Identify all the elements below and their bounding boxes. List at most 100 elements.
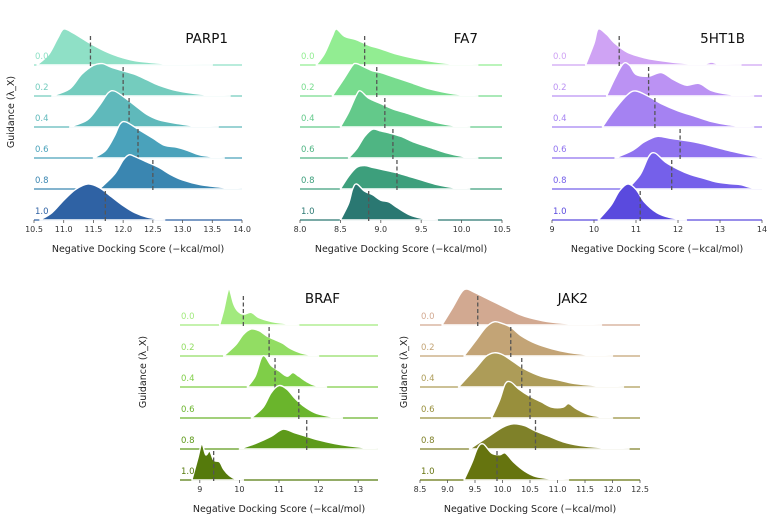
y-axis-label: Guidance (λ_X) bbox=[399, 336, 410, 408]
ridge-density bbox=[347, 128, 479, 159]
ridge-0-6: 0.6 bbox=[180, 384, 378, 419]
x-tick-label: 12.0 bbox=[604, 485, 622, 494]
guidance-label: 0.0 bbox=[35, 52, 49, 62]
ridge-density bbox=[250, 384, 344, 419]
guidance-label: 0.0 bbox=[301, 52, 315, 62]
guidance-label: 0.2 bbox=[421, 343, 435, 353]
ridge-density bbox=[614, 135, 763, 159]
ridge-density bbox=[463, 320, 614, 357]
x-tick-label: 12 bbox=[314, 485, 324, 494]
x-tick-label: 8.0 bbox=[294, 225, 307, 234]
ridge-0-8: 0.8 bbox=[300, 158, 502, 190]
ridge-0-4: 0.4 bbox=[34, 89, 242, 128]
x-tick-label: 14.0 bbox=[233, 225, 251, 234]
guidance-label: 0.8 bbox=[301, 176, 315, 186]
x-tick-label: 13.5 bbox=[203, 225, 221, 234]
ridge-density bbox=[339, 183, 439, 221]
ridge-0-8: 0.8 bbox=[420, 418, 640, 450]
ridge-0-4: 0.4 bbox=[552, 90, 762, 128]
ridge-density bbox=[457, 352, 625, 388]
x-axis-label: Negative Docking Score (−kcal/mol) bbox=[444, 504, 616, 515]
guidance-label: 0.6 bbox=[181, 405, 195, 415]
x-axis-label: Negative Docking Score (−kcal/mol) bbox=[315, 244, 487, 255]
guidance-label: 1.0 bbox=[421, 467, 435, 477]
guidance-label: 0.2 bbox=[553, 83, 567, 93]
ridge-0-6: 0.6 bbox=[420, 380, 640, 419]
guidance-label: 0.6 bbox=[553, 145, 567, 155]
x-tick-label: 9.5 bbox=[415, 225, 428, 234]
x-tick-label: 11.0 bbox=[55, 225, 73, 234]
ridge-density bbox=[490, 380, 614, 419]
x-tick-label: 8.5 bbox=[334, 225, 347, 234]
ridge-0-8: 0.8 bbox=[552, 151, 763, 190]
ridge-density bbox=[463, 443, 570, 481]
guidance-label: 0.4 bbox=[181, 374, 195, 384]
ridge-0-6: 0.6 bbox=[300, 127, 502, 159]
panel-jak2: 0.0 0.2 0.4 0.6 0.8 1.0 8.5 9.0 9.5 10.0 10.5 11.0 1… bbox=[399, 288, 649, 515]
x-tick-label: 8.5 bbox=[414, 485, 427, 494]
ridge-density bbox=[626, 151, 763, 190]
x-tick-label: 13 bbox=[353, 485, 363, 494]
guidance-label: 0.8 bbox=[35, 176, 49, 186]
guidance-label: 1.0 bbox=[301, 207, 315, 217]
ridge-density bbox=[92, 120, 225, 159]
guidance-label: 0.0 bbox=[421, 312, 435, 322]
ridge-0-2: 0.2 bbox=[300, 62, 502, 97]
ridge-density bbox=[218, 287, 300, 326]
guidance-label: 0.4 bbox=[553, 114, 567, 124]
guidance-label: 0.8 bbox=[553, 176, 567, 186]
ridge-0-4: 0.4 bbox=[300, 90, 502, 128]
x-tick-label: 9.0 bbox=[374, 225, 387, 234]
ridge-density bbox=[468, 423, 630, 450]
x-tick-label: 10.0 bbox=[453, 225, 471, 234]
panel-5ht1b: 0.0 0.2 0.4 0.6 0.8 1.0 9 10 11 12 13 14 Negative Do… bbox=[549, 28, 767, 255]
ridge-0-0: 0.0 bbox=[420, 288, 640, 326]
ridge-density bbox=[331, 62, 479, 97]
guidance-label: 0.8 bbox=[421, 436, 435, 446]
ridge-density bbox=[339, 90, 471, 128]
x-tick-label: 13 bbox=[715, 225, 725, 234]
ridge-density bbox=[605, 62, 755, 97]
panel-braf: 0.0 0.2 0.4 0.6 0.8 1.09 10 11 12 13 Negative Dock… bbox=[138, 287, 379, 515]
ridge-density bbox=[36, 28, 213, 66]
x-axis-label: Negative Docking Score (−kcal/mol) bbox=[571, 244, 743, 255]
guidance-label: 0.2 bbox=[35, 83, 49, 93]
ridge-0-8: 0.8 bbox=[34, 153, 243, 190]
ridge-1-0: 1.0 bbox=[34, 183, 242, 221]
x-tick-label: 10.5 bbox=[521, 485, 539, 494]
panel-parp1: 0.0 0.2 0.4 0.6 0.8 1.0 10.5 11.0 11.5 12.0 12.5 13… bbox=[6, 28, 251, 255]
x-tick-label: 12 bbox=[673, 225, 683, 234]
ridge-density bbox=[222, 328, 320, 357]
guidance-label: 0.4 bbox=[35, 114, 49, 124]
guidance-label: 0.2 bbox=[301, 83, 315, 93]
guidance-label: 0.6 bbox=[35, 145, 49, 155]
guidance-label: 1.0 bbox=[181, 467, 195, 477]
x-tick-label: 11 bbox=[274, 485, 284, 494]
guidance-label: 0.2 bbox=[181, 343, 195, 353]
ridge-1-0: 1.0 bbox=[420, 443, 640, 481]
x-tick-label: 11.5 bbox=[576, 485, 594, 494]
x-tick-label: 9.5 bbox=[469, 485, 482, 494]
x-tick-label: 10.5 bbox=[25, 225, 43, 234]
x-tick-label: 10.5 bbox=[493, 225, 511, 234]
ridge-density bbox=[98, 153, 243, 190]
ridge-0-0: 0.0 bbox=[180, 287, 378, 326]
ridge-0-0: 0.0 bbox=[34, 28, 242, 66]
ridge-0-2: 0.2 bbox=[34, 62, 242, 97]
y-axis-label: Guidance (λ_X) bbox=[6, 76, 17, 148]
x-tick-label: 13.0 bbox=[174, 225, 192, 234]
panel-title: PARP1 bbox=[185, 31, 228, 47]
ridge-density bbox=[601, 90, 755, 128]
x-tick-label: 11 bbox=[631, 225, 641, 234]
ridge-1-0: 1.0 bbox=[300, 183, 502, 221]
y-axis-label: Guidance (λ_X) bbox=[138, 336, 149, 408]
x-tick-label: 10 bbox=[234, 485, 244, 494]
panel-title: BRAF bbox=[305, 291, 340, 307]
ridge-density bbox=[339, 164, 471, 190]
guidance-label: 1.0 bbox=[553, 207, 567, 217]
panel-title: FA7 bbox=[454, 31, 478, 47]
guidance-label: 0.4 bbox=[421, 374, 435, 384]
guidance-label: 1.0 bbox=[35, 207, 49, 217]
ridge-0-2: 0.2 bbox=[420, 320, 640, 357]
ridge-density bbox=[584, 28, 742, 66]
